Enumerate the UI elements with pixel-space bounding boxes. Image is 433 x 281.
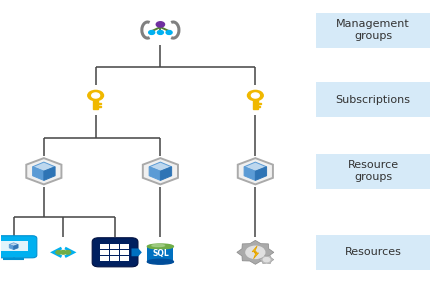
Circle shape	[56, 251, 61, 254]
FancyBboxPatch shape	[0, 241, 28, 251]
Circle shape	[166, 31, 172, 34]
FancyBboxPatch shape	[94, 99, 98, 109]
Polygon shape	[149, 162, 171, 171]
FancyBboxPatch shape	[110, 244, 119, 250]
FancyBboxPatch shape	[0, 236, 37, 258]
FancyBboxPatch shape	[253, 99, 258, 109]
Ellipse shape	[152, 244, 165, 247]
FancyBboxPatch shape	[110, 256, 119, 261]
Polygon shape	[238, 158, 273, 184]
FancyBboxPatch shape	[120, 244, 129, 250]
FancyBboxPatch shape	[92, 238, 138, 267]
Circle shape	[88, 90, 103, 101]
Circle shape	[149, 31, 155, 34]
FancyBboxPatch shape	[100, 250, 110, 255]
Polygon shape	[26, 158, 61, 184]
Text: Resources: Resources	[345, 247, 401, 257]
FancyBboxPatch shape	[316, 154, 430, 189]
FancyBboxPatch shape	[120, 256, 129, 261]
FancyBboxPatch shape	[258, 106, 260, 107]
Polygon shape	[132, 248, 142, 256]
FancyBboxPatch shape	[120, 250, 129, 255]
Circle shape	[92, 93, 100, 98]
Circle shape	[157, 31, 163, 34]
Text: Resource
groups: Resource groups	[347, 160, 398, 182]
Polygon shape	[149, 167, 160, 180]
FancyBboxPatch shape	[147, 246, 174, 262]
Text: Management
groups: Management groups	[336, 19, 410, 41]
FancyBboxPatch shape	[258, 103, 261, 105]
FancyBboxPatch shape	[98, 103, 101, 105]
Polygon shape	[32, 167, 44, 180]
Polygon shape	[14, 244, 18, 250]
Polygon shape	[160, 167, 171, 180]
FancyBboxPatch shape	[100, 244, 110, 250]
FancyBboxPatch shape	[316, 235, 430, 270]
Polygon shape	[244, 167, 255, 180]
Ellipse shape	[147, 244, 174, 249]
Text: Subscriptions: Subscriptions	[336, 95, 410, 105]
Polygon shape	[252, 246, 259, 259]
Text: SQL: SQL	[152, 249, 169, 258]
Polygon shape	[143, 158, 178, 184]
Polygon shape	[32, 162, 55, 171]
Polygon shape	[9, 243, 18, 246]
Circle shape	[248, 90, 263, 101]
Polygon shape	[259, 255, 274, 264]
FancyBboxPatch shape	[316, 83, 430, 117]
Polygon shape	[44, 167, 55, 180]
FancyBboxPatch shape	[100, 256, 110, 261]
Polygon shape	[255, 167, 267, 180]
Circle shape	[65, 251, 71, 254]
Circle shape	[246, 246, 265, 259]
Circle shape	[156, 22, 165, 27]
FancyBboxPatch shape	[110, 250, 119, 255]
Ellipse shape	[147, 259, 174, 264]
Circle shape	[252, 93, 259, 98]
Circle shape	[61, 251, 66, 254]
FancyBboxPatch shape	[316, 13, 430, 47]
FancyBboxPatch shape	[98, 106, 100, 107]
Polygon shape	[237, 240, 274, 264]
Polygon shape	[9, 244, 14, 250]
Polygon shape	[244, 162, 267, 171]
Circle shape	[263, 257, 270, 262]
